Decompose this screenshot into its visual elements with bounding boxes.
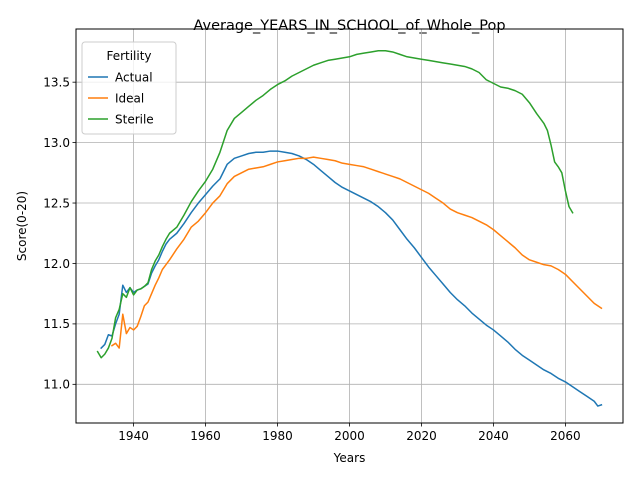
x-axis: 1940 1960 1980 2000 2020 2040 2060 [118,423,581,443]
y-tick-label: 11.5 [43,317,70,331]
x-tick-label: 1980 [262,429,293,443]
y-tick-label: 11.0 [43,378,70,392]
y-axis: 11.0 11.5 12.0 12.5 13.0 13.5 [43,75,76,392]
legend-title: Fertility [106,49,151,63]
legend-label-actual: Actual [115,70,153,84]
x-tick-label: 2020 [406,429,437,443]
y-tick-label: 12.0 [43,257,70,271]
series-line-ideal [110,156,603,349]
y-tick-label: 13.5 [43,75,70,89]
y-tick-label: 12.5 [43,196,70,210]
series-lines [96,50,603,407]
x-tick-label: 1940 [118,429,149,443]
legend-label-sterile: Sterile [115,112,154,126]
x-tick-label: 2060 [550,429,581,443]
y-tick-label: 13.0 [43,136,70,150]
x-axis-label: Years [333,451,366,465]
legend-box [81,41,177,135]
legend-label-ideal: Ideal [115,91,144,105]
series-line-sterile [96,50,574,359]
x-tick-label: 1960 [190,429,221,443]
x-tick-label: 2040 [478,429,509,443]
y-axis-label: Score(0-20) [15,191,29,261]
chart-title: Average_YEARS_IN_SCHOOL_of_Whole_Pop [193,18,505,34]
legend: Fertility Actual Ideal Sterile [81,41,177,135]
x-tick-label: 2000 [334,429,365,443]
